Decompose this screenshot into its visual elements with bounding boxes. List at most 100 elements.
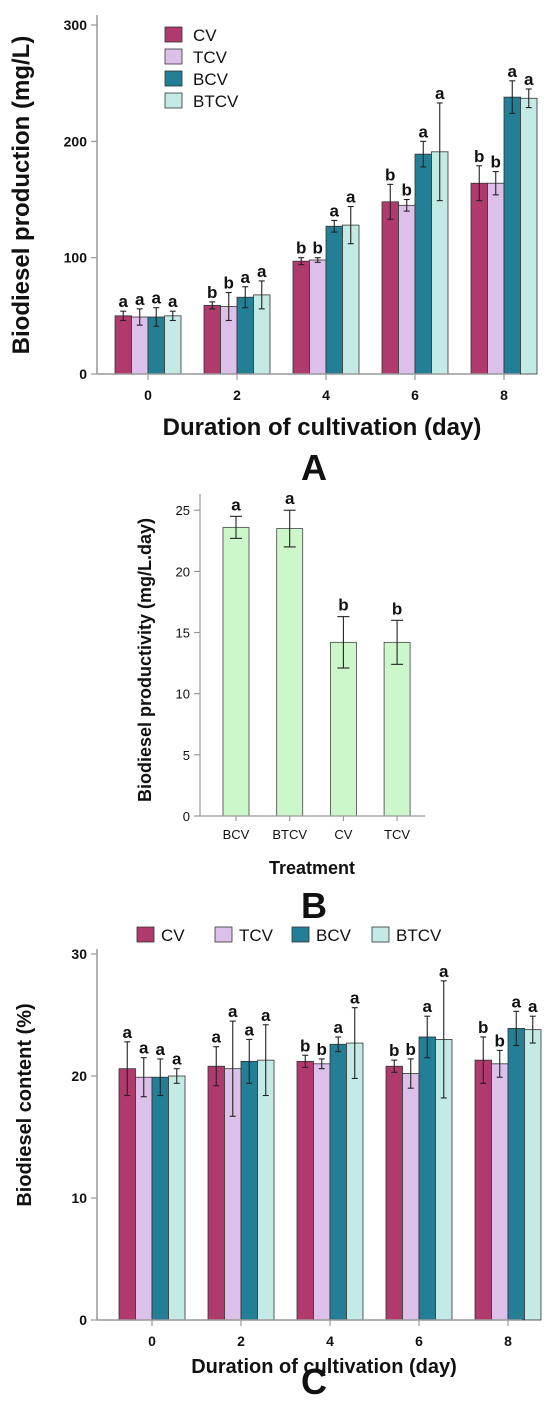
panel-a-legend: CV TCV BCV BTCV	[164, 26, 239, 111]
a-y-tick-label: 200	[64, 133, 88, 149]
b-y-tick-label: 5	[183, 748, 190, 763]
c-sig-label: a	[334, 1018, 344, 1037]
c-bar-cv	[118, 1068, 136, 1321]
c-y-tick-label: 30	[71, 946, 87, 962]
c-bar-cv	[207, 1065, 225, 1321]
c-y-tick-label: 0	[79, 1312, 87, 1328]
c-y-tick-label: 20	[71, 1068, 87, 1084]
a-sig-label: a	[135, 290, 145, 309]
legend-swatch-cv	[136, 926, 155, 943]
a-sig-label: b	[491, 153, 501, 172]
b-y-tick-label: 20	[176, 564, 190, 579]
b-x-tick-label: BTCV	[272, 827, 307, 842]
c-bar-bcv	[418, 1036, 436, 1321]
c-sig-label: a	[261, 1006, 271, 1025]
c-x-tick-label: 0	[148, 1333, 156, 1349]
c-bar-cv	[296, 1060, 314, 1321]
a-sig-label: a	[524, 70, 534, 89]
b-bar-cv	[329, 641, 357, 817]
legend-swatch-bcv	[164, 70, 183, 87]
c-x-tick-label: 2	[237, 1333, 245, 1349]
a-sig-label: a	[257, 262, 267, 281]
a-sig-label: a	[508, 62, 518, 81]
c-bar-tcv	[313, 1063, 331, 1321]
a-bar-btcv	[164, 315, 182, 375]
c-sig-label: b	[317, 1040, 327, 1059]
c-bar-cv	[474, 1059, 492, 1321]
a-sig-label: a	[346, 187, 356, 206]
c-bar-tcv	[402, 1073, 420, 1321]
c-sig-label: a	[123, 1023, 133, 1042]
a-sig-label: a	[152, 289, 162, 308]
legend-label-cv: CV	[193, 26, 217, 45]
b-sig-label: b	[338, 596, 348, 615]
legend-label-btcv: BTCV	[396, 926, 442, 945]
b-y-tick-label: 15	[176, 626, 190, 641]
c-bar-bcv	[151, 1076, 169, 1321]
legend-label-tcv: TCV	[239, 926, 274, 945]
c-sig-label: a	[512, 992, 522, 1011]
a-sig-label: b	[474, 147, 484, 166]
panel-a-y-title: Biodiesel production (mg/L)	[8, 36, 35, 355]
a-sig-label: b	[385, 165, 395, 184]
c-sig-label: a	[172, 1050, 182, 1069]
panel-c-legend: CV TCV BCV BTCV	[136, 926, 442, 945]
a-sig-label: a	[241, 268, 251, 287]
c-bar-tcv	[135, 1076, 153, 1321]
a-bar-btcv	[520, 97, 538, 375]
b-y-tick-label: 25	[176, 503, 190, 518]
c-sig-label: a	[212, 1028, 222, 1047]
c-sig-label: a	[139, 1039, 149, 1058]
b-y-tick-label: 10	[176, 687, 190, 702]
a-bar-bcv	[414, 153, 432, 375]
c-sig-label: b	[495, 1031, 505, 1050]
panel-a-x-title: Duration of cultivation (day)	[163, 414, 482, 441]
b-x-tick-label: BCV	[223, 827, 250, 842]
c-x-tick-label: 8	[504, 1333, 512, 1349]
legend-label-bcv: BCV	[316, 926, 352, 945]
legend-swatch-btcv	[371, 926, 390, 943]
b-bar-bcv	[222, 526, 250, 817]
c-sig-label: a	[228, 1002, 238, 1021]
c-sig-label: b	[478, 1018, 488, 1037]
legend-swatch-btcv	[164, 92, 183, 109]
c-bar-bcv	[240, 1060, 258, 1321]
c-bar-btcv	[257, 1059, 275, 1321]
a-bar-cv	[292, 260, 310, 375]
c-y-tick-label: 10	[71, 1190, 87, 1206]
a-sig-label: b	[402, 181, 412, 200]
a-sig-label: a	[435, 84, 445, 103]
legend-swatch-bcv	[291, 926, 310, 943]
a-x-tick-label: 6	[411, 387, 419, 403]
panel-a-label: A	[301, 447, 327, 488]
b-sig-label: a	[285, 489, 295, 508]
a-x-tick-label: 4	[322, 387, 330, 403]
a-bar-bcv	[503, 96, 521, 375]
panel-b-label: B	[301, 885, 327, 926]
a-sig-label: b	[224, 274, 234, 293]
b-bar-tcv	[383, 641, 411, 817]
panel-b-y-title: Biodiesel productivity (mg/L.day)	[135, 518, 155, 802]
c-sig-label: b	[406, 1040, 416, 1059]
panel-b-bars: a a b b	[222, 489, 411, 817]
c-bar-bcv	[507, 1028, 525, 1321]
a-bar-cv	[114, 315, 132, 375]
c-sig-label: b	[300, 1036, 310, 1055]
a-bar-btcv	[342, 224, 360, 375]
c-sig-label: b	[389, 1041, 399, 1060]
c-sig-label: a	[439, 962, 449, 981]
c-x-tick-label: 6	[415, 1333, 423, 1349]
c-bar-btcv	[524, 1029, 542, 1321]
b-x-tick-label: TCV	[384, 827, 410, 842]
c-bar-bcv	[329, 1043, 347, 1321]
legend-swatch-tcv	[214, 926, 233, 943]
c-x-tick-label: 4	[326, 1333, 334, 1349]
c-bar-cv	[385, 1065, 403, 1321]
a-sig-label: b	[296, 239, 306, 258]
b-y-tick-label: 0	[183, 809, 190, 824]
a-x-tick-label: 0	[144, 387, 152, 403]
b-sig-label: b	[392, 599, 402, 618]
